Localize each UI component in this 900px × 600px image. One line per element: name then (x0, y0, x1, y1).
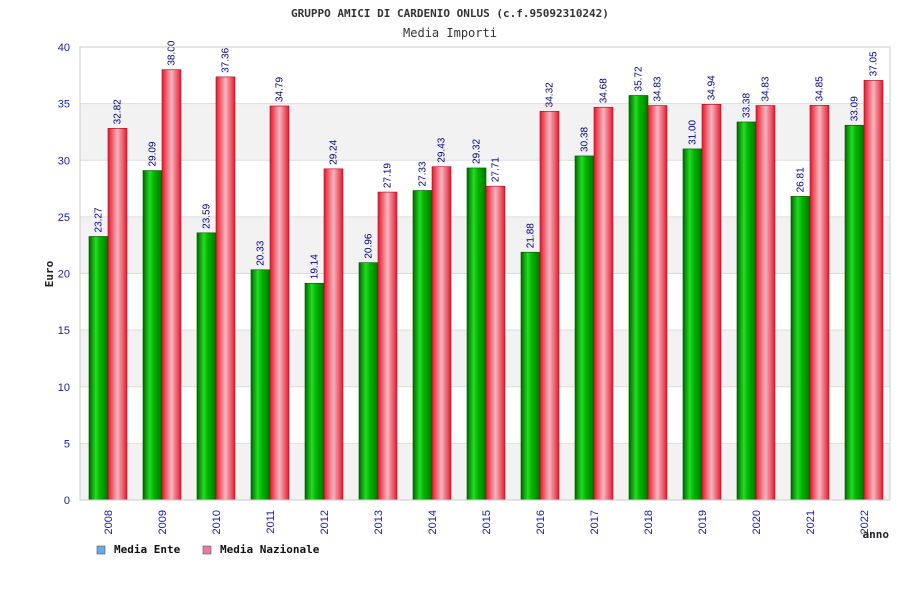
x-tick-label: 2017 (589, 510, 601, 534)
data-labels: 23.27 32.82 29.09 38.00 23.59 37.36 20.33 34.79… (94, 40, 880, 279)
data-label: 32.82 (113, 99, 124, 124)
axes: 0 5 10 15 20 25 30 35 40 2008 2009 2010 2011 2012 2013… (58, 42, 891, 534)
bar-media-nazionale-2020 (755, 105, 776, 501)
plot-frame (79, 46, 891, 501)
bar-media-ente-2017 (574, 155, 595, 501)
y-tick-label: 30 (58, 155, 70, 167)
x-tick-label: 2009 (157, 510, 169, 534)
y-tick-label: 10 (58, 382, 70, 394)
y-axis-label: Euro (43, 260, 56, 287)
y-tick-label: 5 (64, 438, 70, 450)
bar-media-ente-2019 (682, 148, 703, 501)
data-label: 35.72 (634, 66, 645, 91)
bar-media-nazionale-2016 (539, 111, 560, 501)
data-label: 27.33 (418, 161, 429, 186)
x-tick-label: 2022 (859, 510, 871, 534)
y-tick-label: 40 (58, 42, 70, 54)
data-label: 37.36 (221, 47, 232, 72)
chart-subtitle: Media Importi (403, 26, 497, 40)
bar-media-ente-2009 (142, 170, 163, 501)
data-label: 34.68 (599, 78, 610, 103)
bar-media-ente-2011 (250, 269, 271, 501)
data-label: 30.38 (580, 126, 591, 151)
data-label: 34.94 (707, 75, 718, 100)
bar-media-nazionale-2013 (377, 191, 398, 501)
bar-media-nazionale-2017 (593, 106, 614, 501)
x-tick-label: 2014 (427, 510, 439, 534)
data-label: 27.71 (491, 157, 502, 182)
data-label: 26.81 (796, 167, 807, 192)
x-tick-label: 2015 (481, 510, 493, 534)
bar-media-ente-2014 (412, 190, 433, 501)
x-axis-label: anno (863, 528, 890, 541)
bar-media-ente-2012 (304, 282, 325, 501)
y-tick-label: 20 (58, 269, 70, 281)
y-tick-label: 25 (58, 212, 70, 224)
x-tick-label: 2008 (103, 510, 115, 534)
legend-swatch-media-nazionale (202, 545, 212, 555)
data-label: 19.14 (310, 254, 321, 279)
bar-media-ente-2015 (466, 167, 487, 501)
legend-label-media-ente: Media Ente (114, 543, 181, 556)
bar-media-nazionale-2019 (701, 104, 722, 501)
bar-media-nazionale-2010 (215, 76, 236, 501)
data-label: 20.96 (364, 233, 375, 258)
bar-media-nazionale-2015 (485, 185, 506, 501)
x-tick-label: 2019 (697, 510, 709, 534)
legend-label-media-nazionale: Media Nazionale (220, 543, 320, 556)
data-label: 34.83 (653, 76, 664, 101)
legend-swatch-media-ente (96, 545, 106, 555)
bar-media-nazionale-2011 (269, 105, 290, 501)
data-label: 27.19 (383, 163, 394, 188)
x-tick-label: 2021 (805, 510, 817, 534)
bar-media-ente-2010 (196, 232, 217, 501)
data-label: 37.05 (869, 51, 880, 76)
data-label: 29.43 (437, 137, 448, 162)
bar-media-ente-2020 (736, 121, 757, 501)
data-label: 23.27 (94, 207, 105, 232)
bar-media-ente-2018 (628, 95, 649, 501)
x-tick-label: 2018 (643, 510, 655, 534)
data-label: 21.88 (526, 223, 537, 248)
bar-media-nazionale-2008 (107, 128, 128, 501)
bar-media-ente-2008 (88, 236, 109, 501)
bar-media-nazionale-2009 (161, 69, 182, 501)
grid-band (80, 47, 890, 104)
legend: Media Ente Media Nazionale (96, 543, 320, 556)
x-tick-label: 2012 (319, 510, 331, 534)
bar-media-ente-2021 (790, 196, 811, 501)
bar-media-ente-2013 (358, 262, 379, 501)
x-tick-label: 2013 (373, 510, 385, 534)
y-tick-label: 35 (58, 99, 70, 111)
data-label: 20.33 (256, 240, 267, 265)
chart-title: GRUPPO AMICI DI CARDENIO ONLUS (c.f.9509… (291, 7, 609, 20)
data-label: 29.24 (329, 139, 340, 164)
bar-media-nazionale-2022 (863, 80, 884, 501)
data-label: 29.09 (148, 141, 159, 166)
bar-media-nazionale-2014 (431, 166, 452, 501)
data-label: 33.09 (850, 96, 861, 121)
data-label: 34.85 (815, 76, 826, 101)
bar-media-nazionale-2012 (323, 168, 344, 501)
data-label: 34.32 (545, 82, 556, 107)
data-label: 23.59 (202, 203, 213, 228)
x-tick-label: 2010 (211, 510, 223, 534)
data-label: 33.38 (742, 93, 753, 118)
y-tick-label: 0 (64, 495, 70, 507)
bar-media-nazionale-2018 (647, 105, 668, 501)
data-label: 31.00 (688, 119, 699, 144)
bar-media-ente-2016 (520, 251, 541, 501)
bar-media-nazionale-2021 (809, 105, 830, 501)
data-label: 34.83 (761, 76, 772, 101)
x-tick-label: 2016 (535, 510, 547, 534)
y-tick-label: 15 (58, 325, 70, 337)
bar-media-ente-2022 (844, 124, 865, 501)
x-tick-label: 2011 (265, 510, 277, 534)
data-label: 38.00 (167, 40, 178, 65)
bars (88, 69, 884, 501)
x-tick-label: 2020 (751, 510, 763, 534)
data-label: 34.79 (275, 77, 286, 102)
data-label: 29.32 (472, 138, 483, 163)
